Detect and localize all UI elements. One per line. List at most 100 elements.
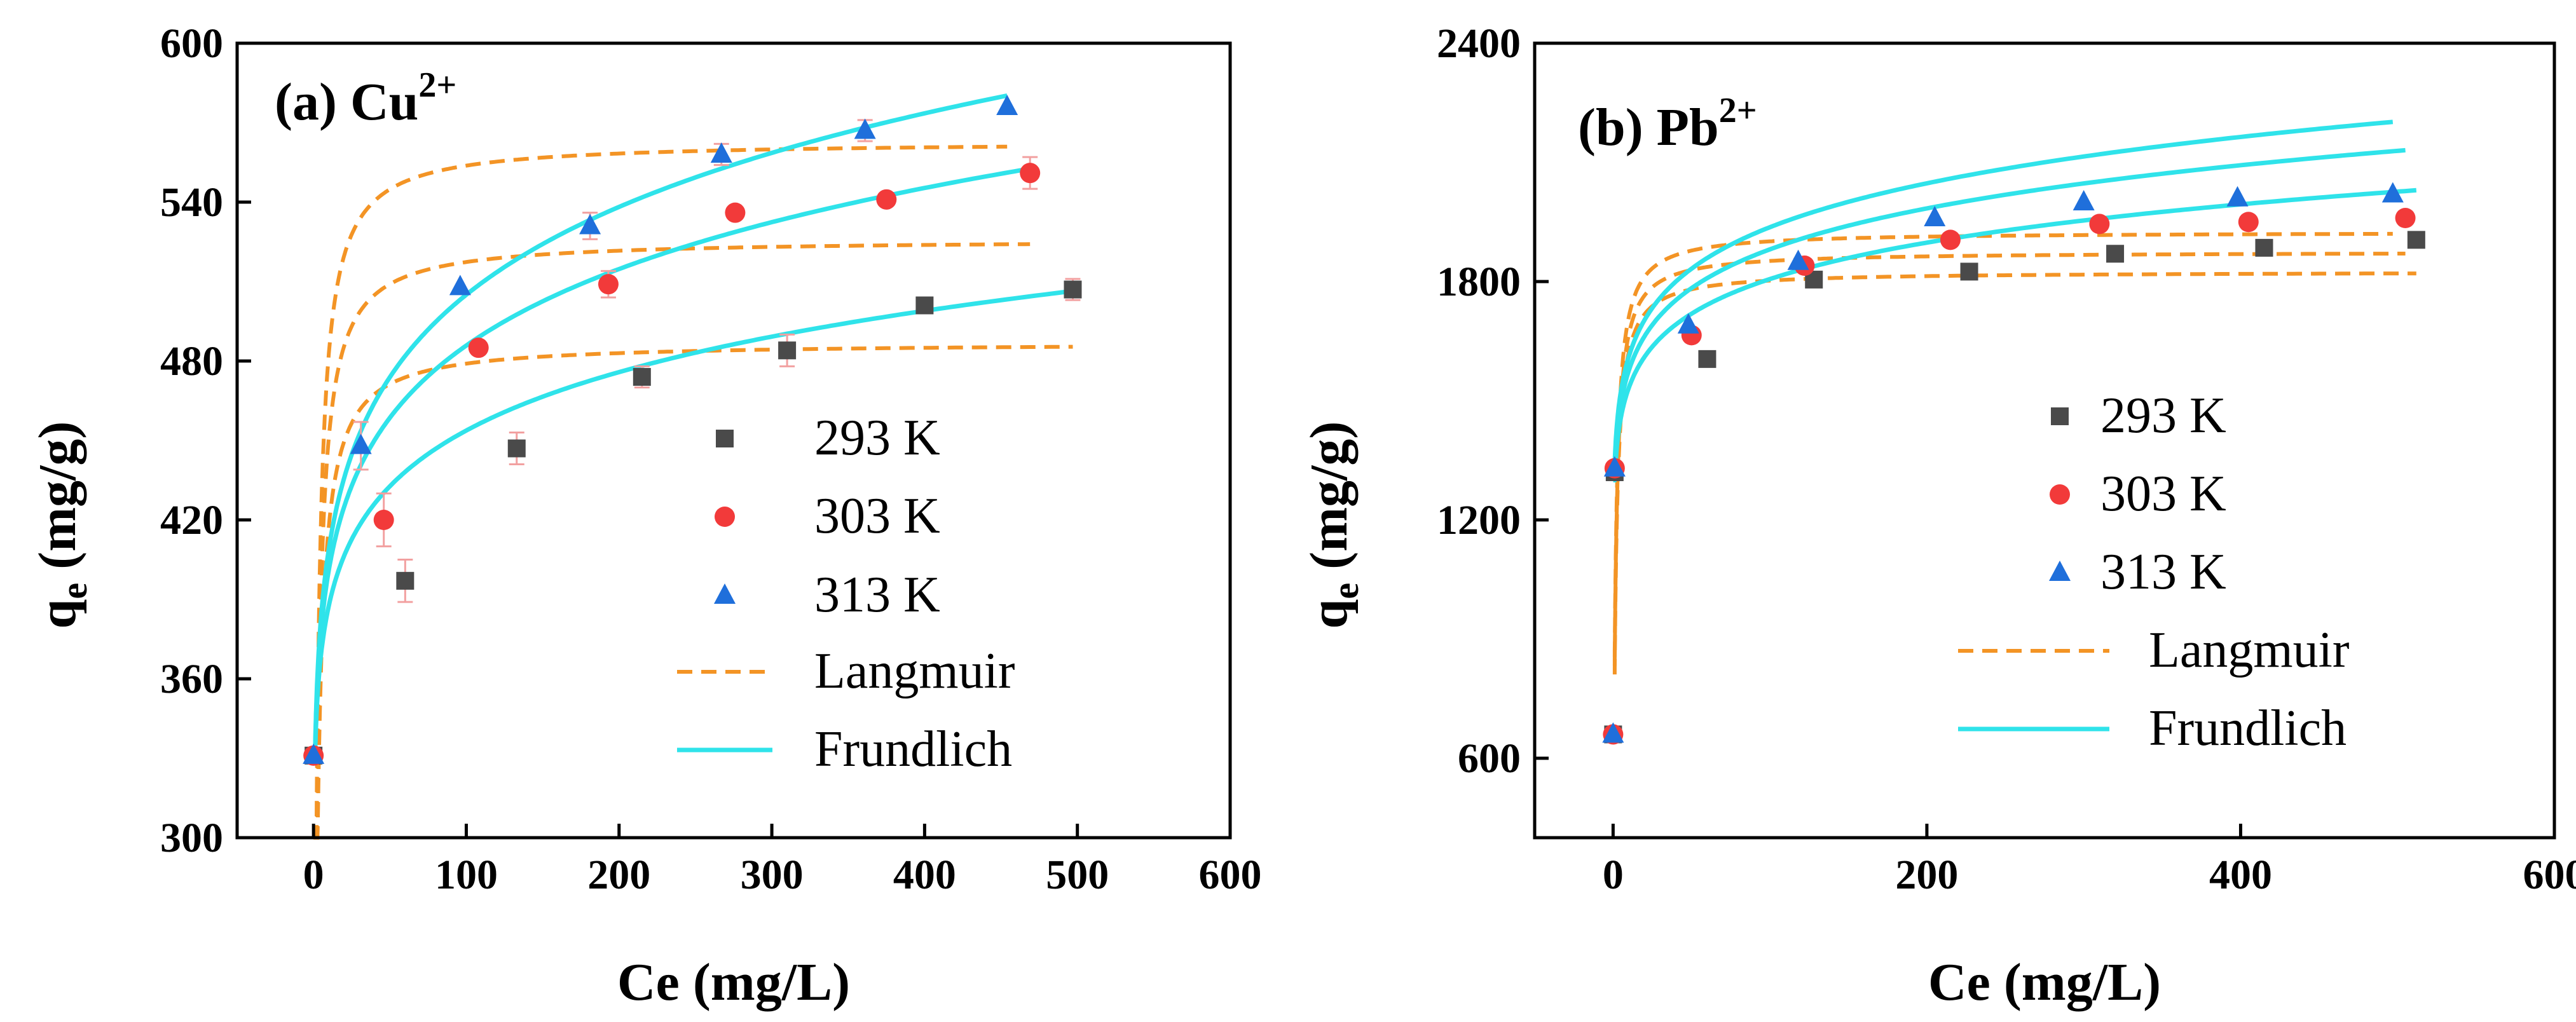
panel-b-point-t313 (1787, 249, 1809, 270)
panel-b-legend: 293 K 303 K 313 K Langmuir Frundlich (1958, 388, 2349, 756)
panel-b-x-tick-label: 600 (2523, 852, 2576, 898)
panel-a-freundlich-fit-t293 (312, 289, 1073, 758)
panel-b-point-t293 (1698, 350, 1716, 368)
legend-b-303-marker (2050, 484, 2070, 505)
panel-b-point-t313 (2226, 186, 2249, 207)
panel-b-point-t313 (2381, 182, 2404, 203)
panel-b-y-axis-title: qe (mg/g) (1299, 421, 1366, 629)
panel-a-point-t303 (468, 337, 489, 358)
panel-b-freundlich-fit-t303 (1612, 147, 2406, 475)
panel-a-point-t303 (373, 510, 394, 530)
panel-a-x-tick-label: 500 (1046, 852, 1109, 898)
legend-b-313-marker (2049, 561, 2071, 581)
panel-a-point-t303 (598, 274, 619, 295)
panel-b-y-tick-label: 2400 (1437, 20, 1521, 67)
panel-a-x-tick-label: 400 (893, 852, 956, 898)
panel-b-point-t313 (1924, 206, 1946, 226)
panel-b-y-axis-title-sub: e (1325, 583, 1366, 599)
panel-b-point-t303 (2238, 212, 2259, 233)
panel-a-legend-marks (677, 430, 772, 753)
legend-b-freundlich: Frundlich (2149, 700, 2346, 756)
legend-a-303-marker (715, 507, 735, 527)
panel-b-y-tick-label: 600 (1458, 735, 1521, 782)
panel-a-ticks: 0 100 200 300 400 500 600 300 360 420 480 540 600 (160, 20, 1262, 898)
panel-a-point-t313 (710, 142, 732, 163)
panel-b-x-tick-label: 400 (2209, 852, 2272, 898)
panel-b-point-t303 (1940, 229, 1961, 250)
panel-a-legend: 293 K 303 K 313 K Langmuir Frundlich (677, 410, 1015, 777)
panel-b-y-axis-title-unit: (mg/g) (1299, 421, 1359, 583)
panel-a-y-tick-label: 540 (160, 179, 223, 226)
panel-b-point-t303 (2395, 208, 2416, 228)
panel-a-point-t303 (876, 189, 897, 210)
panel-a-point-t293 (778, 341, 797, 360)
legend-b-293: 293 K (2100, 388, 2226, 444)
panel-a-y-tick-label: 600 (160, 20, 223, 67)
panel-a-x-tick-label: 600 (1199, 852, 1262, 898)
panel-b-freundlich-fit-t313 (1612, 119, 2394, 467)
panel-b-ticks: 0 200 400 600 600 1200 1800 2400 (1437, 20, 2576, 898)
panel-a-x-tick-label: 0 (303, 852, 324, 898)
panel-b-x-tick-label: 200 (1895, 852, 1958, 898)
panel-b-freundlich-fit-t293 (1612, 187, 2417, 482)
legend-a-freundlich: Frundlich (814, 721, 1012, 777)
panel-a-y-tick-label: 420 (160, 497, 223, 543)
panel-b-y-axis-title-main: q (1299, 599, 1359, 629)
legend-a-langmuir: Langmuir (814, 643, 1015, 699)
panel-a-point-t313 (579, 214, 601, 235)
panel-b-fit-curves (1612, 119, 2417, 675)
panel-b-y-tick-label: 1200 (1437, 497, 1521, 543)
panel-b-point-t313 (2072, 190, 2095, 210)
legend-a-293: 293 K (814, 410, 940, 466)
panel-b-langmuir-fit-t293 (1612, 271, 2416, 675)
panel-a-point-t293 (1064, 280, 1082, 299)
panel-b-langmuir-fit-t303 (1612, 252, 2406, 666)
panel-a-point-t303 (1020, 163, 1041, 184)
panel-b-point-t293 (2106, 245, 2125, 263)
panel-a-y-axis-title-main: q (28, 599, 87, 629)
legend-b-303: 303 K (2100, 466, 2226, 522)
panel-b-x-axis-title: Ce (mg/L) (1928, 953, 2161, 1012)
panel-b-title-superscript: 2+ (1719, 91, 1757, 130)
panel-b-langmuir-fit-t313 (1612, 231, 2393, 657)
panel-a-cu: 0 100 200 300 400 500 600 300 360 420 480 540 600 (a… (28, 20, 1262, 1012)
panel-b-point-t293 (1960, 262, 1978, 281)
panel-b-point-t313 (1603, 456, 1626, 477)
panel-a-y-tick-label: 480 (160, 338, 223, 385)
panel-a-x-axis-title: Ce (mg/L) (617, 953, 850, 1012)
panel-b-data-points (1602, 182, 2425, 745)
panel-a-langmuir-fit-t303 (313, 242, 1031, 840)
panel-b-x-tick-label: 0 (1603, 852, 1624, 898)
legend-b-293-marker (2051, 407, 2069, 425)
legend-a-303: 303 K (814, 488, 940, 544)
panel-b-legend-marks (1958, 407, 2109, 732)
panel-a-x-tick-label: 100 (435, 852, 498, 898)
panel-b-point-t293 (2407, 231, 2425, 249)
panel-b-title-text: (b) Pb (1578, 98, 1719, 157)
panel-b-y-tick-label: 1800 (1437, 259, 1521, 305)
panel-a-plot-frame (235, 41, 1232, 840)
panel-a-y-axis-title-sub: e (53, 583, 95, 599)
panel-a-point-t313 (350, 433, 372, 454)
legend-a-313: 313 K (814, 567, 940, 623)
panel-a-point-t313 (449, 275, 471, 296)
panel-b-point-t313 (1602, 722, 1624, 743)
panel-a-x-tick-label: 300 (741, 852, 804, 898)
panel-a-point-t293 (507, 439, 526, 458)
panel-a-point-t313 (303, 743, 325, 764)
legend-b-313: 313 K (2100, 544, 2226, 600)
panel-a-y-tick-label: 360 (160, 656, 223, 702)
panel-a-freundlich-fit-t313 (313, 93, 1008, 758)
panel-a-title-superscript: 2+ (418, 65, 456, 105)
panel-a-point-t303 (725, 202, 746, 223)
panel-a-x-tick-label: 200 (587, 852, 650, 898)
panel-b-point-t303 (2089, 214, 2110, 235)
panel-b-plot-frame (1533, 41, 2556, 840)
panel-b-pb: 0 200 400 600 600 1200 1800 2400 (b) Pb2+ Ce (m… (1299, 20, 2576, 1012)
panel-a-y-tick-label: 300 (160, 815, 223, 861)
panel-a-point-t313 (996, 95, 1018, 115)
panel-b-title: (b) Pb2+ (1578, 91, 1757, 157)
panel-a-data-points (303, 95, 1082, 766)
panel-a-point-t313 (854, 118, 876, 139)
